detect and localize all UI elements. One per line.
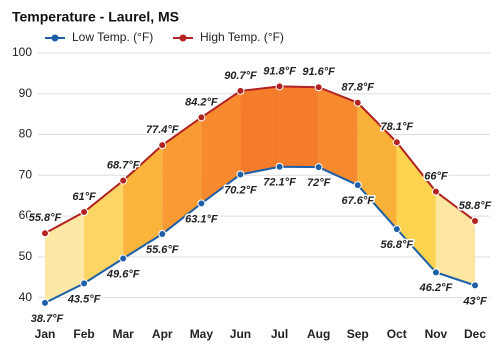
x-tick-label: Nov [425,327,448,341]
data-label: 72.1°F [263,177,296,189]
x-tick-label: Jun [230,327,251,341]
x-tick-label: Jan [35,327,56,341]
data-label: 67.6°F [341,195,374,207]
point [471,281,479,290]
series-line [44,165,476,304]
chart-title: Temperature - Laurel, MS [12,9,179,25]
y-tick-label: 90 [19,86,33,100]
x-tick-label: Sep [347,327,369,341]
temperature-band [279,86,319,168]
data-label: 72°F [307,177,331,189]
data-label: 84.2°F [185,96,218,108]
data-label: 56.8°F [381,239,414,251]
y-tick-label: 80 [19,127,33,141]
x-tick-label: May [190,327,214,341]
data-label: 77.4°F [146,124,179,136]
point [41,229,49,238]
point [158,141,167,150]
point [275,82,284,91]
point [197,113,206,122]
data-label: 66°F [424,171,448,183]
point [80,279,89,288]
legend-marker [51,34,59,42]
x-tick-label: Dec [464,327,486,341]
point [314,163,323,172]
temperature-band [357,102,397,230]
point [236,86,245,95]
x-tick-label: Apr [152,327,173,341]
point [392,138,401,147]
data-label: 49.6°F [106,268,140,280]
point [353,181,362,190]
point [80,208,89,216]
y-tick-label: 100 [12,45,32,59]
temperature-band [318,87,358,186]
point [119,254,128,263]
data-label: 70.2°F [224,184,257,196]
x-tick-label: Oct [387,327,407,341]
point [41,298,49,307]
x-tick-label: Jul [271,327,288,341]
data-label: 63.1°F [185,213,218,225]
data-label: 38.7°F [31,313,64,325]
point [236,170,245,179]
temperature-band [162,117,202,235]
point [353,98,362,107]
point [119,176,128,185]
temperature-band [396,142,436,273]
data-label: 55.8°F [29,212,62,224]
data-label: 68.7°F [107,160,140,172]
data-label: 78.1°F [381,121,414,133]
series-line [44,85,476,235]
legend-label: Low Temp. (°F) [72,30,153,44]
y-tick-label: 50 [19,249,33,263]
temperature-band [123,145,163,259]
point [392,225,401,234]
y-tick-label: 60 [19,208,33,222]
data-label: 55.6°F [146,244,179,256]
data-label: 58.8°F [459,200,492,212]
legend-marker [179,34,187,42]
data-label: 43°F [462,295,487,307]
legend-label: High Temp. (°F) [200,30,284,44]
y-tick-label: 70 [19,167,33,181]
data-label: 90.7°F [224,70,257,82]
x-tick-label: Mar [113,327,135,341]
point [314,83,323,92]
point [158,230,167,239]
y-tick-label: 40 [19,290,33,304]
data-label: 91.8°F [263,65,296,77]
temperature-band [84,180,124,284]
point [197,199,206,208]
temperature-band [45,212,85,303]
data-label: 87.8°F [341,82,374,94]
data-label: 43.5°F [67,293,101,305]
x-tick-label: Aug [307,327,330,341]
point [471,216,479,225]
x-tick-label: Feb [73,327,94,341]
temperature-band [240,86,280,175]
point [431,187,440,196]
data-label: 61°F [72,191,96,203]
point [275,162,284,171]
data-label: 91.6°F [302,66,335,78]
temperature-band [435,191,475,286]
temperature-band [201,90,241,204]
point [431,268,440,277]
data-label: 46.2°F [419,282,453,294]
